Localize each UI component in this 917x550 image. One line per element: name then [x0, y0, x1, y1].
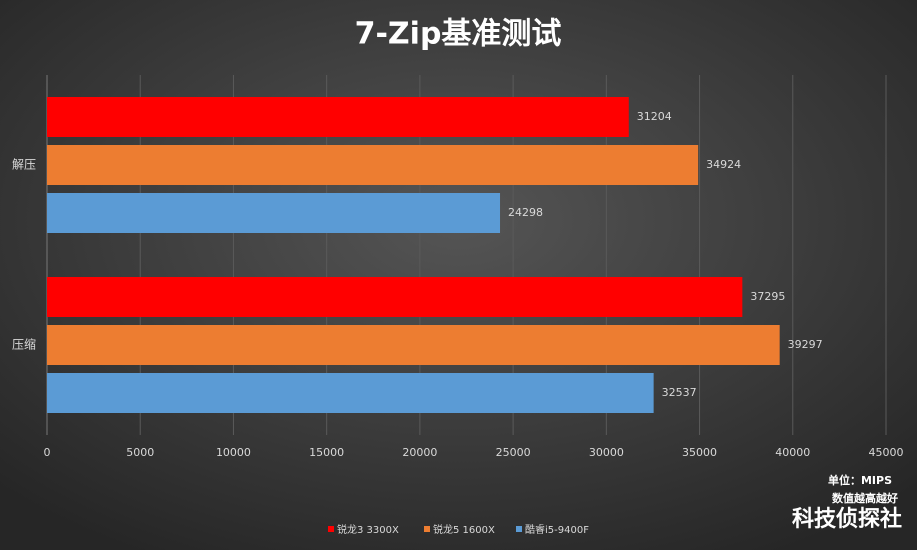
value-label: 39297	[788, 338, 823, 351]
legend-label: 锐龙3 3300X	[337, 523, 399, 536]
bar	[47, 277, 743, 317]
legend-label: 酷睿i5-9400F	[525, 523, 589, 536]
bar	[47, 193, 501, 233]
legend-label: 锐龙5 1600X	[433, 523, 495, 536]
legend-swatch	[424, 526, 430, 532]
note: 数值越高越好	[832, 491, 898, 505]
value-label: 32537	[662, 386, 697, 399]
x-tick-label: 30000	[589, 446, 624, 459]
y-tick-label: 解压	[12, 158, 36, 172]
chart-title: 7-Zip基准测试	[355, 17, 562, 52]
x-tick-label: 5000	[126, 446, 154, 459]
bar	[47, 97, 629, 137]
y-tick-label: 压缩	[12, 337, 36, 352]
value-label: 34924	[706, 158, 741, 171]
x-tick-label: 35000	[682, 446, 717, 459]
x-tick-label: 10000	[216, 446, 251, 459]
value-label: 24298	[508, 206, 543, 219]
watermark: 科技侦探社	[792, 506, 902, 532]
x-tick-label: 45000	[869, 446, 904, 459]
unit-note: 单位：MIPS	[828, 473, 892, 487]
legend-swatch	[328, 526, 334, 532]
value-label: 31204	[637, 110, 672, 123]
value-label: 37295	[750, 290, 785, 303]
bar	[47, 325, 780, 365]
legend-swatch	[516, 526, 522, 532]
x-tick-label: 20000	[402, 446, 437, 459]
x-tick-label: 15000	[309, 446, 344, 459]
x-tick-label: 25000	[496, 446, 531, 459]
x-tick-label: 40000	[775, 446, 810, 459]
bar	[47, 145, 699, 185]
bar	[47, 373, 654, 413]
x-tick-label: 0	[44, 446, 51, 459]
